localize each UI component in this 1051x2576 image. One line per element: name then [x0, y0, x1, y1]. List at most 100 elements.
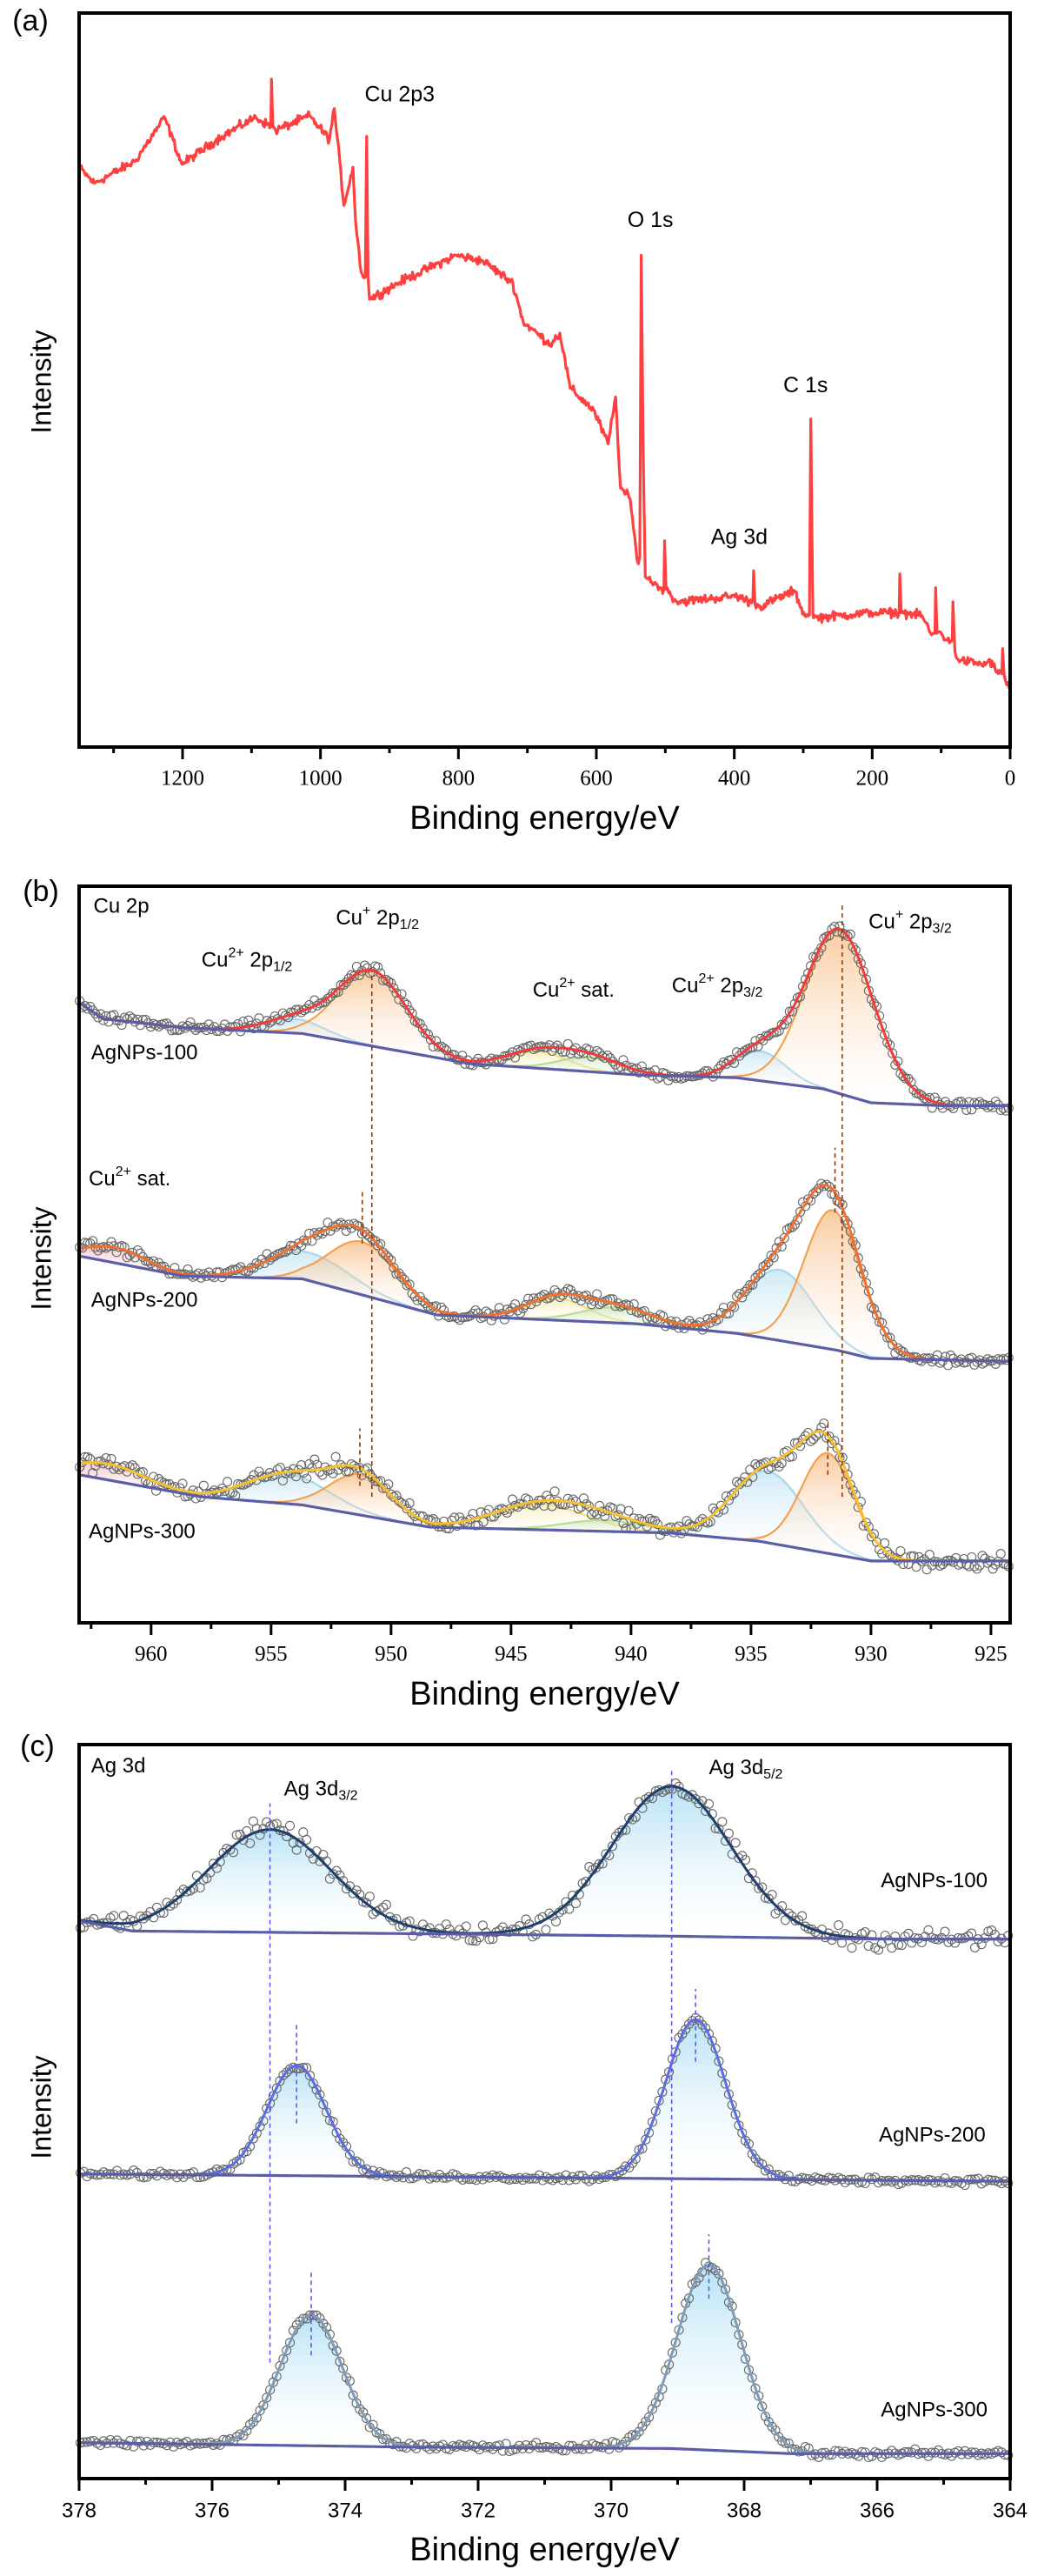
data-point [386, 978, 396, 988]
data-point [669, 1320, 679, 1331]
data-point [644, 2412, 655, 2422]
y-axis-title: Intensity [25, 330, 57, 433]
component-fill [205, 2315, 417, 2447]
sample-agnps-100 [75, 921, 1014, 1116]
data-point [911, 1562, 921, 1572]
annotation-text: Ag 3d [91, 1755, 146, 1779]
data-point [277, 1247, 288, 1258]
panel-label: (c) [20, 1730, 55, 1763]
component-fill [79, 1829, 476, 1935]
data-point [734, 1852, 744, 1864]
data-point [381, 1250, 391, 1260]
data-point [523, 1494, 534, 1505]
data-point [1003, 2178, 1014, 2188]
component-fill [79, 1246, 198, 1277]
component-fill [721, 929, 959, 1106]
data-point [763, 1464, 774, 1475]
data-point [195, 1882, 205, 1893]
data-point [755, 1268, 766, 1278]
sample-agnps-200 [75, 2012, 1014, 2191]
data-point [378, 1247, 389, 1258]
data-point [630, 2153, 641, 2164]
data-point [882, 1546, 893, 1557]
annotation-text: 2p [370, 906, 399, 930]
subscript: 3/2 [338, 1789, 357, 1804]
data-point [863, 1940, 874, 1952]
data-point [969, 2174, 981, 2185]
data-point [850, 944, 861, 956]
data-point [824, 931, 835, 941]
data-point [634, 2426, 644, 2437]
peak-annotation: AgNPs-300 [881, 2399, 988, 2422]
x-tick-label: 935 [735, 1643, 768, 1666]
annotation-text: O 1s [628, 207, 674, 231]
data-point [561, 2170, 571, 2180]
data-point [740, 1286, 750, 1297]
superscript: 2+ [559, 976, 575, 991]
data-point [190, 1493, 201, 1504]
superscript: + [363, 904, 370, 918]
data-point [570, 1292, 581, 1303]
data-point [171, 2172, 183, 2183]
annotation-text: Cu 2p [94, 895, 150, 918]
data-point [900, 1932, 910, 1942]
data-point [103, 1017, 114, 1027]
data-point [328, 1869, 338, 1879]
annotation-text: sat. [131, 1167, 170, 1191]
data-point [550, 1917, 562, 1927]
data-point [714, 2056, 724, 2066]
peak-annotation: Ag 3d [711, 524, 768, 549]
data-point [461, 1921, 471, 1932]
data-point [924, 1550, 935, 1560]
data-point [399, 998, 409, 1008]
data-point [451, 1931, 462, 1941]
peak-annotation: Cu2+ 2p1/2 [202, 946, 293, 975]
data-point [85, 2436, 96, 2446]
data-point [882, 1332, 893, 1343]
data-point [790, 1915, 801, 1925]
data-point [415, 2439, 425, 2450]
data-point [880, 1326, 890, 1337]
data-point [768, 1027, 779, 1038]
x-tick-label: 368 [727, 2499, 762, 2522]
peak-annotation: AgNPs-100 [91, 1041, 198, 1064]
background-line [78, 1254, 1010, 1363]
data-point [389, 1263, 399, 1273]
x-axis-title: Binding energy/eV [409, 1676, 680, 1712]
data-point [637, 2421, 648, 2432]
panel-a: 1200 1000 800 600 400 200 0 Binding energy/eV In… [12, 4, 1015, 837]
data-point [464, 2174, 475, 2185]
data-point [757, 2401, 768, 2412]
annotation-text: Cu [336, 906, 363, 930]
survey-spectrum-line [78, 77, 1012, 690]
peak-annotation: AgNPs-100 [881, 1869, 988, 1892]
axes-frame [77, 1743, 1012, 2480]
data-point [674, 1521, 684, 1532]
data-point [359, 960, 370, 971]
data-point [763, 1257, 774, 1268]
envelope-fit-line [78, 927, 1010, 1107]
data-point [351, 961, 362, 971]
y-axis-title: Intensity [25, 1206, 57, 1310]
data-point [880, 1538, 890, 1548]
subscript: 1/2 [400, 918, 419, 932]
background-line [78, 2172, 1010, 2183]
data-point [795, 1206, 806, 1217]
data-point [298, 2062, 309, 2072]
data-point [511, 2444, 522, 2454]
data-point [873, 1945, 884, 1955]
data-point [829, 921, 840, 932]
data-point [797, 981, 808, 991]
peak-annotation: Cu+ 2p3/2 [868, 908, 952, 937]
subscript: 5/2 [763, 1767, 782, 1782]
annotation-text: Ag 3d [711, 524, 768, 549]
x-tick-label: 940 [615, 1643, 648, 1666]
data-point [834, 1920, 844, 1931]
annotation-text: Cu [89, 1167, 116, 1191]
data-point [710, 2266, 721, 2276]
data-point [82, 2172, 92, 2182]
data-point [730, 1838, 741, 1848]
data-point [143, 1256, 154, 1266]
data-point [993, 1936, 1003, 1946]
data-point [681, 2024, 691, 2035]
